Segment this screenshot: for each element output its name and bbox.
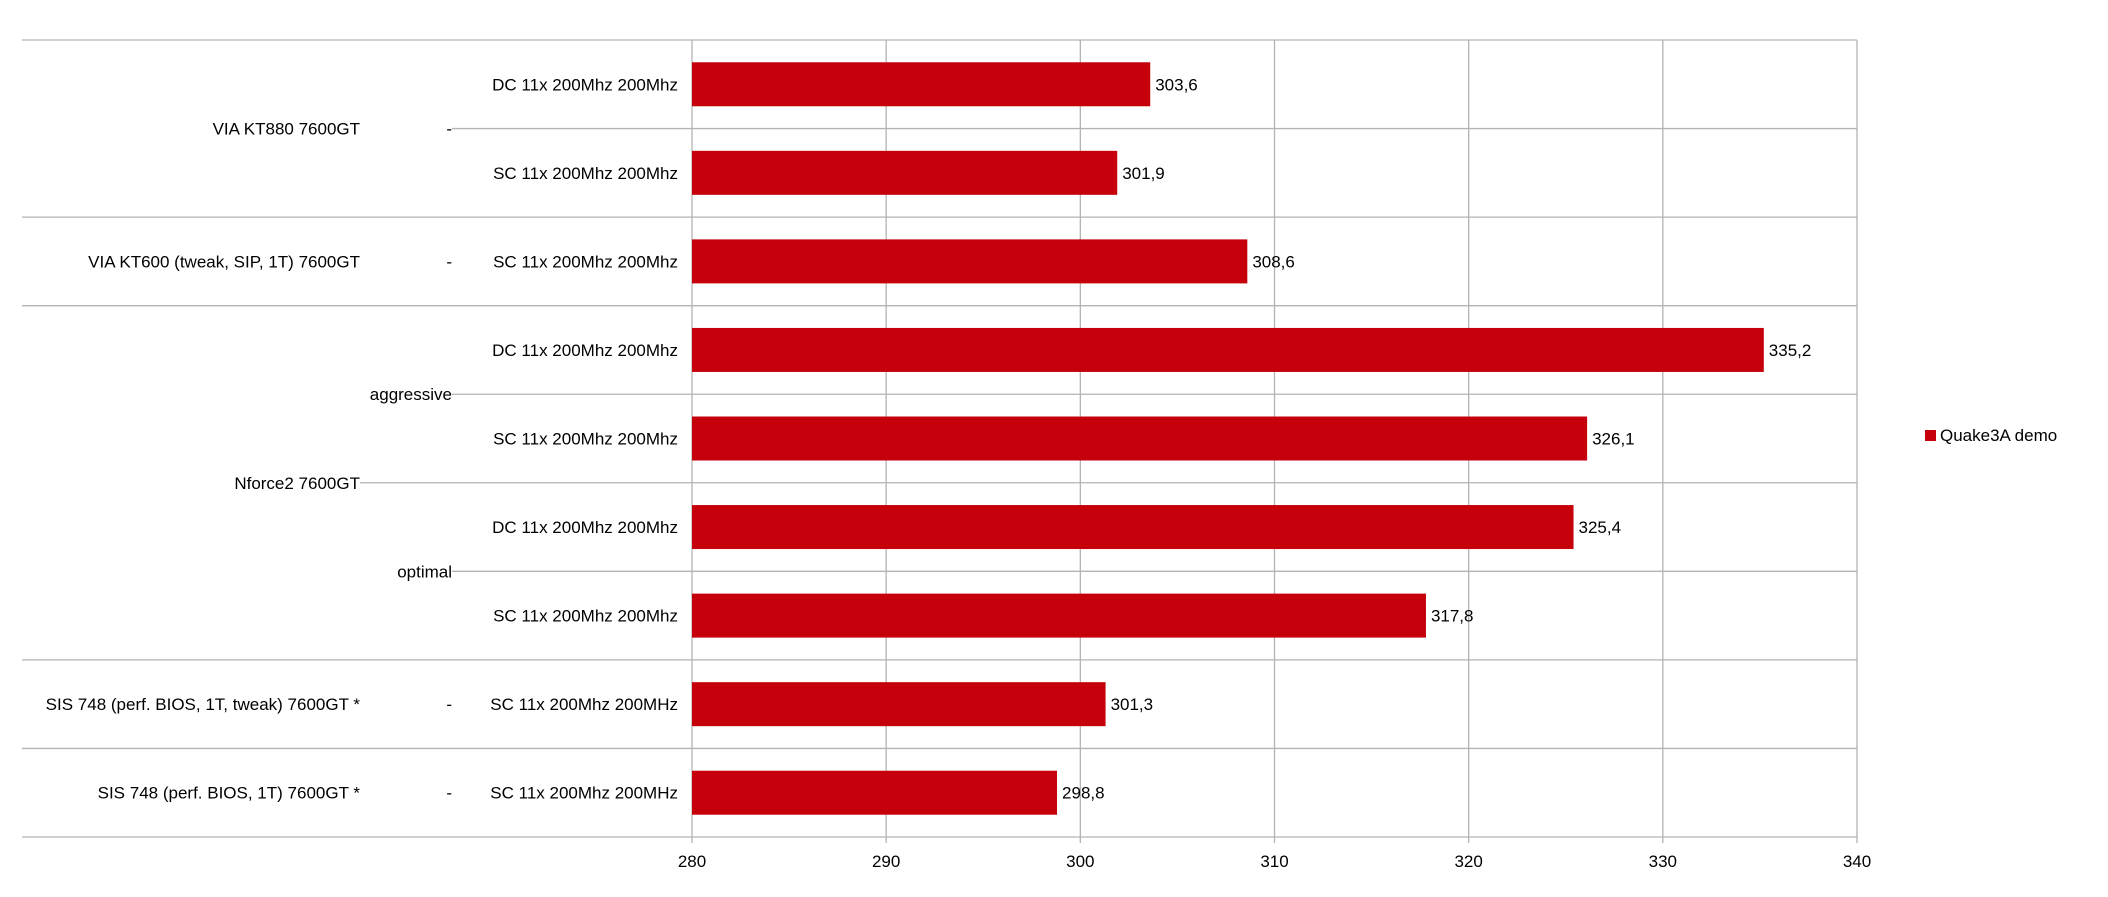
bar bbox=[692, 416, 1588, 461]
data-label: 301,9 bbox=[1122, 164, 1165, 183]
bar bbox=[692, 505, 1574, 550]
category-label: SC 11x 200Mhz 200Mhz bbox=[493, 164, 678, 183]
x-tick-label: 290 bbox=[872, 852, 900, 871]
legend: Quake3A demo bbox=[1925, 426, 2057, 445]
x-tick-label: 280 bbox=[678, 852, 706, 871]
bar bbox=[692, 62, 1151, 107]
category-label: DC 11x 200Mhz 200Mhz bbox=[492, 341, 678, 360]
group-label: VIA KT880 7600GT bbox=[213, 120, 360, 139]
category-label: SC 11x 200Mhz 200MHz bbox=[490, 784, 678, 803]
x-tick-label: 310 bbox=[1260, 852, 1288, 871]
category-labels: DC 11x 200Mhz 200Mhz SC 11x 200Mhz 200Mhz… bbox=[46, 75, 678, 802]
bar bbox=[692, 239, 1248, 284]
subgroup-label: - bbox=[446, 252, 452, 271]
category-label: SC 11x 200Mhz 200Mhz bbox=[493, 252, 678, 271]
data-label: 308,6 bbox=[1252, 252, 1295, 271]
legend-swatch bbox=[1925, 430, 1936, 441]
x-tick-label: 300 bbox=[1066, 852, 1094, 871]
data-label: 335,2 bbox=[1769, 341, 1812, 360]
category-label: SC 11x 200Mhz 200Mhz bbox=[493, 607, 678, 626]
x-tick-label: 320 bbox=[1454, 852, 1482, 871]
bar bbox=[692, 150, 1118, 195]
data-label: 303,6 bbox=[1155, 75, 1198, 94]
bar bbox=[692, 770, 1058, 815]
bar bbox=[692, 682, 1106, 727]
x-axis: 280 290 300 310 320 330 340 bbox=[678, 852, 1871, 871]
data-label: 317,8 bbox=[1431, 607, 1474, 626]
subgroup-label: - bbox=[446, 695, 452, 714]
group-label: SIS 748 (perf. BIOS, 1T, tweak) 7600GT * bbox=[46, 695, 361, 714]
category-label: DC 11x 200Mhz 200Mhz bbox=[492, 75, 678, 94]
subgroup-label: - bbox=[446, 784, 452, 803]
bar-series: 303,6 301,9 308,6 335,2 326,1 325,4 317,8 301,3… bbox=[692, 62, 1812, 815]
category-separators bbox=[22, 39, 1857, 838]
data-label: 298,8 bbox=[1062, 784, 1105, 803]
data-label: 326,1 bbox=[1592, 430, 1635, 449]
group-label: SIS 748 (perf. BIOS, 1T) 7600GT * bbox=[98, 784, 361, 803]
subgroup-label: aggressive bbox=[370, 385, 452, 404]
legend-label: Quake3A demo bbox=[1940, 426, 2057, 445]
subgroup-label: optimal bbox=[397, 562, 452, 581]
bar bbox=[692, 593, 1426, 638]
subgroup-label: - bbox=[446, 120, 452, 139]
group-label: Nforce2 7600GT bbox=[234, 474, 360, 493]
x-tick-label: 330 bbox=[1649, 852, 1677, 871]
x-tick-label: 340 bbox=[1843, 852, 1871, 871]
category-label: SC 11x 200Mhz 200Mhz bbox=[493, 430, 678, 449]
data-label: 301,3 bbox=[1111, 695, 1154, 714]
group-label: VIA KT600 (tweak, SIP, 1T) 7600GT bbox=[88, 252, 360, 271]
data-label: 325,4 bbox=[1579, 518, 1622, 537]
bar bbox=[692, 327, 1764, 372]
category-label: SC 11x 200Mhz 200MHz bbox=[490, 695, 678, 714]
category-label: DC 11x 200Mhz 200Mhz bbox=[492, 518, 678, 537]
